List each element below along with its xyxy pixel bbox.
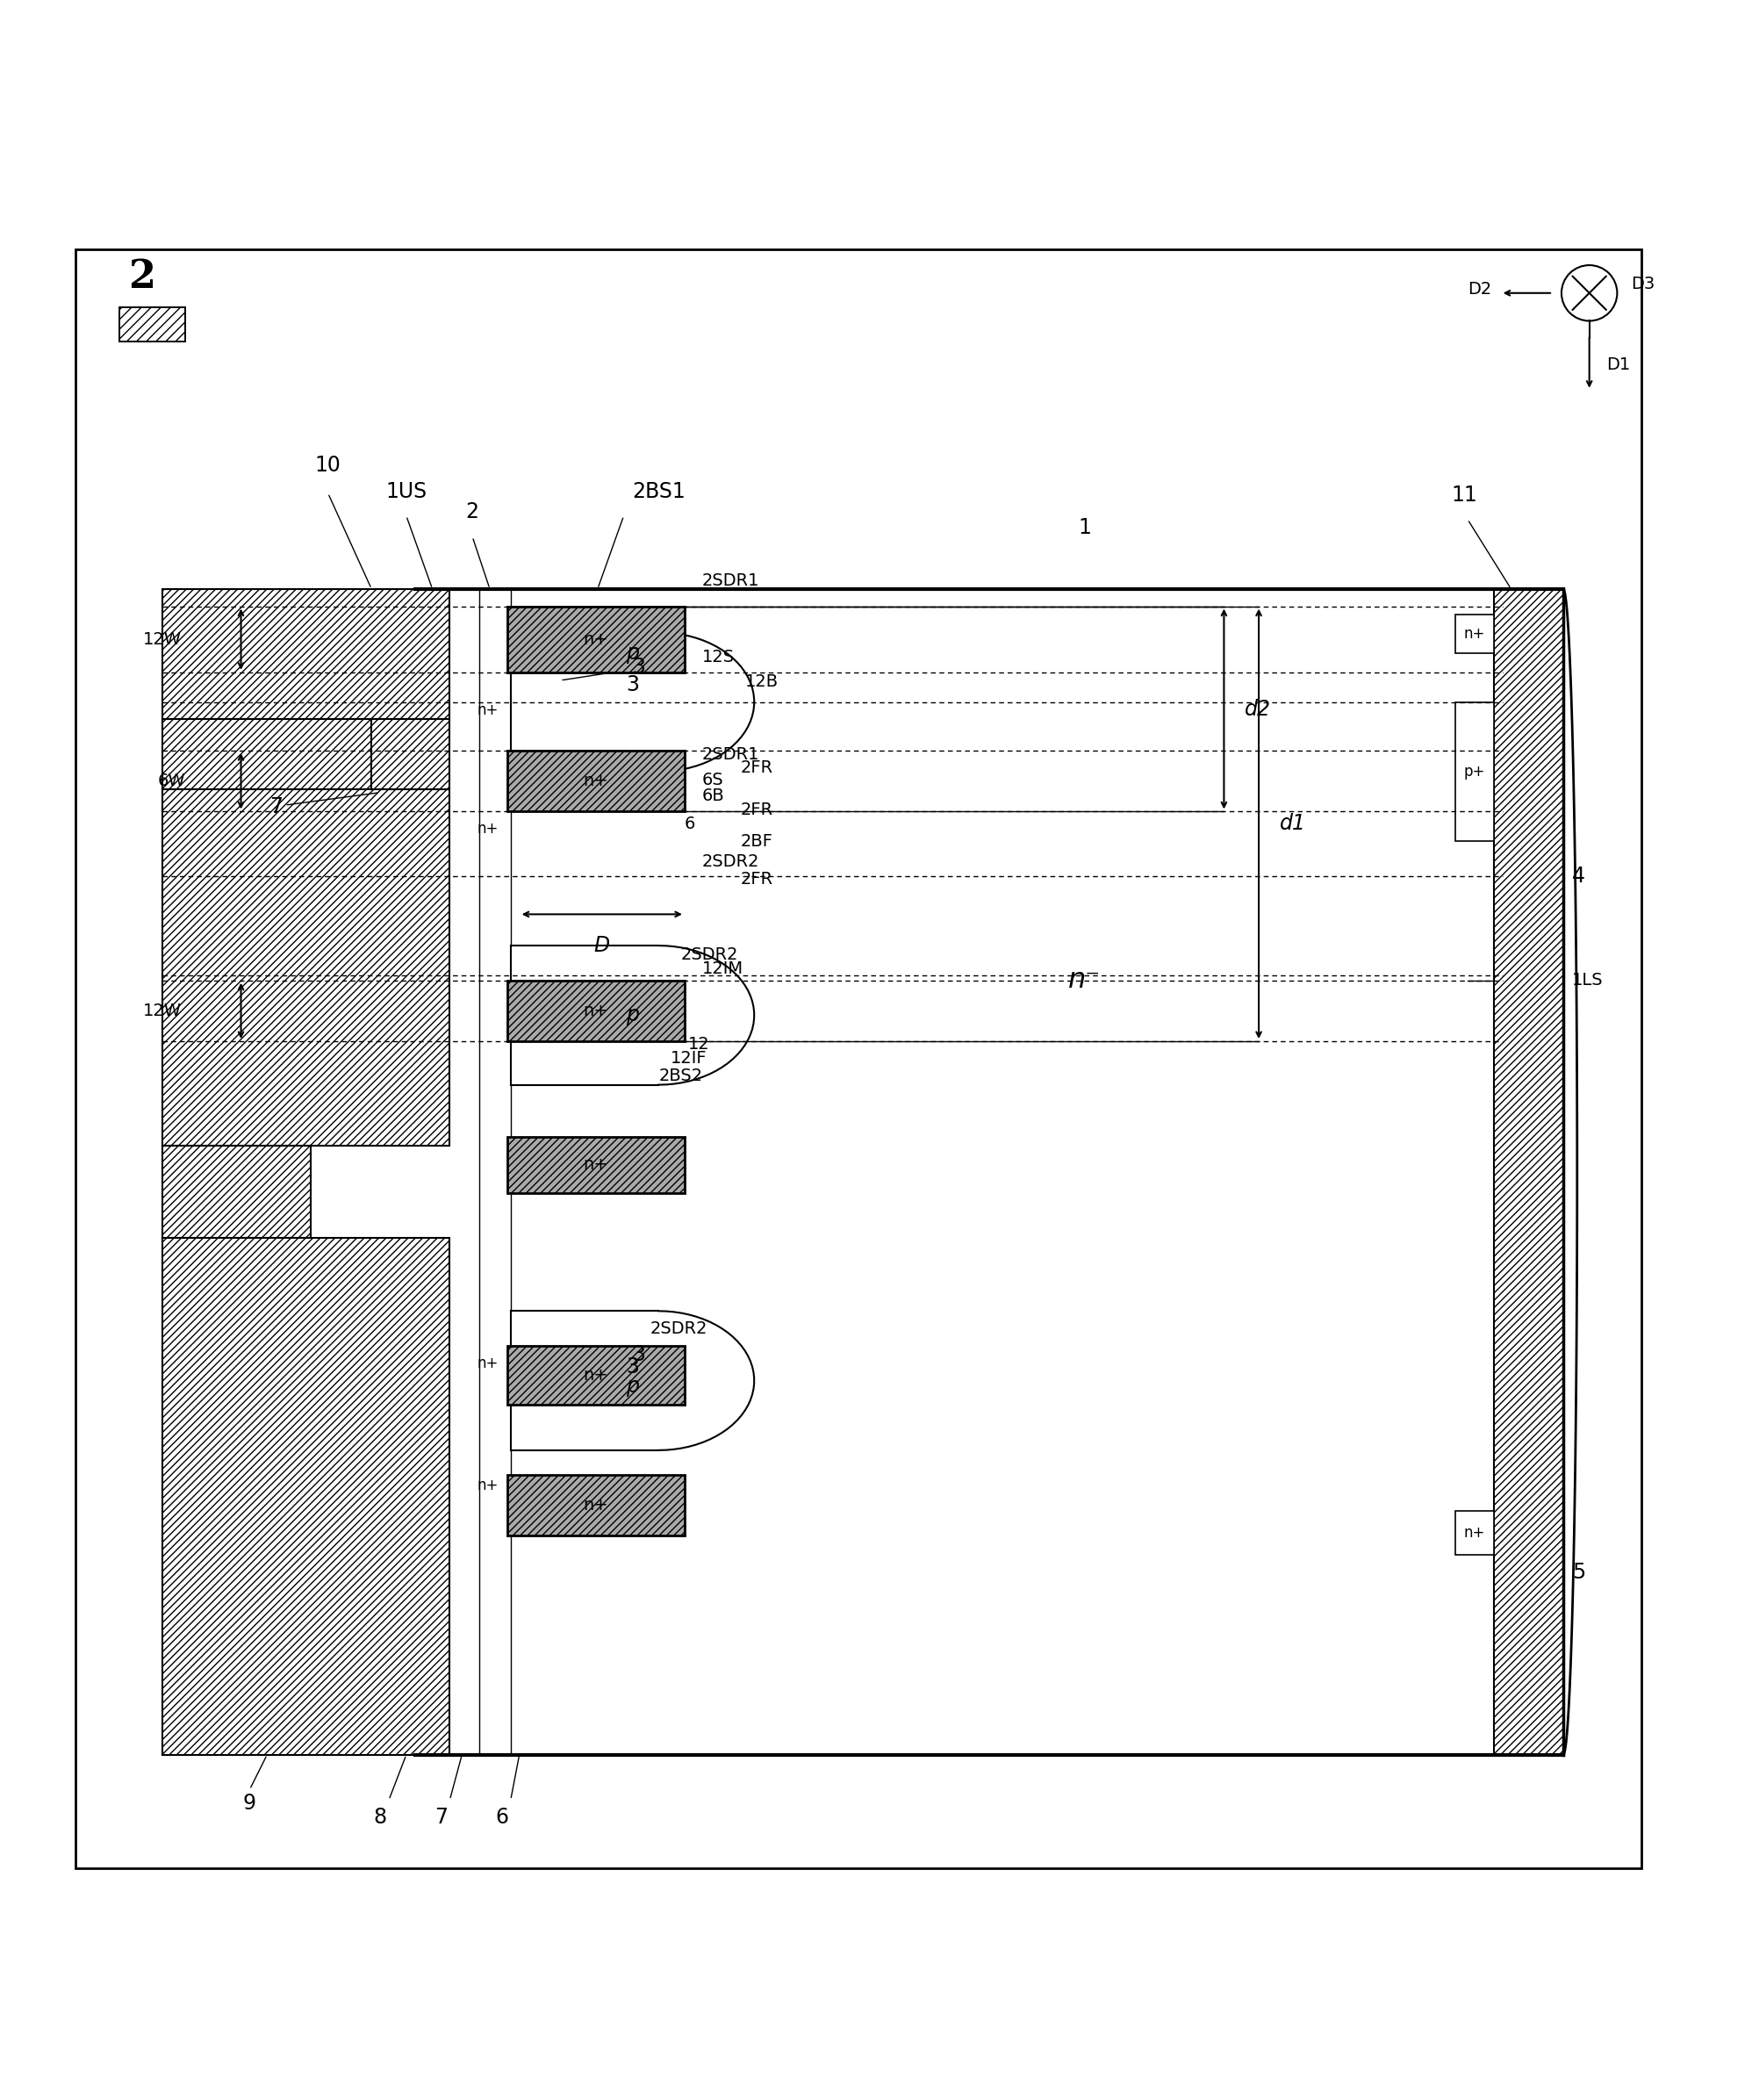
Text: n+: n+ <box>477 1476 499 1493</box>
Text: 5: 5 <box>1572 1562 1586 1583</box>
Text: 1: 1 <box>1077 517 1091 538</box>
Text: 1LS: 1LS <box>1572 972 1603 989</box>
Text: 12IM: 12IM <box>703 960 743 976</box>
Bar <box>1456 701 1494 842</box>
Text: 2BS2: 2BS2 <box>659 1067 703 1084</box>
Text: p: p <box>625 1376 639 1396</box>
Text: n⁻: n⁻ <box>1069 966 1100 993</box>
Text: 3: 3 <box>625 1357 639 1378</box>
Text: 7: 7 <box>434 1806 447 1827</box>
Text: 3: 3 <box>625 674 639 695</box>
Text: 9: 9 <box>244 1793 256 1814</box>
Text: 10: 10 <box>315 456 342 477</box>
Text: 6B: 6B <box>703 788 725 804</box>
Bar <box>163 1147 310 1237</box>
Text: n+: n+ <box>1465 1525 1486 1541</box>
Text: n+: n+ <box>583 773 608 790</box>
Text: n+: n+ <box>583 1002 608 1018</box>
Bar <box>506 1136 685 1193</box>
Text: 12W: 12W <box>144 630 182 647</box>
Text: 6: 6 <box>496 1806 508 1827</box>
Text: 2: 2 <box>466 502 478 523</box>
Text: n+: n+ <box>583 630 608 647</box>
Text: 2SDR2: 2SDR2 <box>682 947 739 964</box>
Text: 12IF: 12IF <box>671 1050 708 1067</box>
Text: n+: n+ <box>583 1497 608 1514</box>
Text: 12B: 12B <box>746 674 780 689</box>
Bar <box>506 1474 685 1535</box>
Bar <box>119 307 186 342</box>
Text: 2SDR1: 2SDR1 <box>703 571 760 588</box>
Bar <box>506 607 685 672</box>
Text: n+: n+ <box>477 821 499 838</box>
Text: 2SDR1: 2SDR1 <box>703 746 760 762</box>
Text: 8: 8 <box>373 1806 387 1827</box>
Bar <box>75 250 1642 1867</box>
Text: 2SDR2: 2SDR2 <box>650 1321 708 1338</box>
Bar <box>119 307 186 342</box>
Polygon shape <box>510 632 753 771</box>
Text: D: D <box>594 934 610 956</box>
Text: n+: n+ <box>477 704 499 718</box>
Bar <box>1494 588 1563 1756</box>
Text: 1US: 1US <box>385 481 427 502</box>
Text: 3: 3 <box>632 1344 645 1365</box>
Text: n+: n+ <box>583 1367 608 1384</box>
Polygon shape <box>510 1310 753 1451</box>
Text: D3: D3 <box>1631 275 1656 292</box>
Text: p: p <box>625 643 639 664</box>
Text: p: p <box>625 1004 639 1025</box>
Text: 6S: 6S <box>703 773 724 790</box>
Text: 7: 7 <box>270 794 378 817</box>
Text: p+: p+ <box>1465 764 1486 779</box>
Bar <box>506 1346 685 1405</box>
Text: 6: 6 <box>685 815 696 832</box>
Bar <box>506 750 685 811</box>
Text: d2: d2 <box>1246 699 1272 720</box>
Bar <box>163 790 450 1147</box>
Text: D1: D1 <box>1607 357 1631 372</box>
Text: 11: 11 <box>1451 485 1477 506</box>
Bar <box>1456 1512 1494 1554</box>
Text: 12S: 12S <box>703 649 734 666</box>
Text: d1: d1 <box>1279 813 1305 834</box>
Text: 6W: 6W <box>158 773 186 790</box>
Text: 2FR: 2FR <box>741 871 773 888</box>
Bar <box>506 981 685 1042</box>
Text: 2SDR2: 2SDR2 <box>703 855 760 869</box>
Text: 2BS1: 2BS1 <box>632 481 685 502</box>
Text: n+: n+ <box>1465 626 1486 643</box>
Text: D2: D2 <box>1468 281 1493 298</box>
Polygon shape <box>510 945 753 1086</box>
Text: 12W: 12W <box>144 1002 182 1018</box>
Text: n+: n+ <box>477 1354 499 1371</box>
Text: 12: 12 <box>689 1035 710 1052</box>
Bar <box>163 720 371 790</box>
Bar <box>371 720 450 790</box>
Bar <box>480 588 510 1756</box>
Bar <box>1456 615 1494 653</box>
Text: 2FR: 2FR <box>741 802 773 819</box>
Bar <box>163 1237 450 1756</box>
Text: 2BF: 2BF <box>741 834 773 850</box>
Bar <box>163 588 450 720</box>
Text: n+: n+ <box>583 1157 608 1174</box>
Text: 4: 4 <box>1572 865 1586 886</box>
Text: 2: 2 <box>128 258 156 296</box>
Text: 2FR: 2FR <box>741 760 773 777</box>
Text: 3: 3 <box>632 657 645 678</box>
